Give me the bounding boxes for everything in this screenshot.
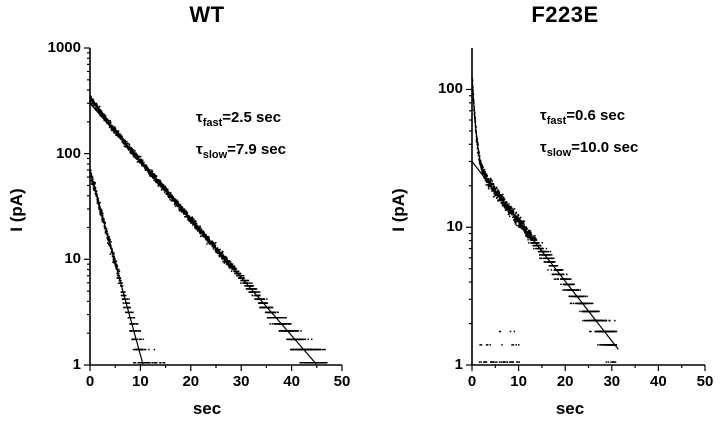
- y-tick-label: 100: [55, 144, 81, 162]
- x-tick-label: 20: [182, 373, 200, 390]
- chart-title-f223e: F223E: [531, 2, 599, 27]
- x-tick-label: 30: [232, 373, 250, 390]
- y-tick-label: 1000: [47, 39, 81, 56]
- y-tick-label: 10: [446, 218, 463, 236]
- tau-slow-annotation-wt: τslow=7.9 sec: [196, 141, 286, 161]
- x-axis-label-f223e: sec: [555, 399, 585, 418]
- tau-subscript: fast: [546, 115, 567, 127]
- chart-title-wt: WT: [189, 2, 225, 27]
- tau-subscript: fast: [202, 117, 223, 129]
- x-tick-label: 40: [650, 373, 667, 390]
- x-tick-label: 20: [556, 373, 574, 390]
- tau-symbol: τ: [196, 109, 203, 126]
- tau-value: =2.5 sec: [222, 109, 282, 126]
- tau-subscript: slow: [546, 147, 572, 159]
- x-axis-label-wt: sec: [192, 399, 222, 418]
- tau-symbol: τ: [196, 141, 203, 158]
- tau-value: =10.0 sec: [571, 139, 639, 156]
- x-tick-label: 30: [603, 373, 621, 390]
- y-tick-label: 10: [64, 250, 81, 268]
- tau-value: =0.6 sec: [566, 107, 626, 124]
- y-axis-label-wt: I (pA): [7, 188, 26, 232]
- y-axis-label-f223e: I (pA): [389, 188, 408, 232]
- x-tick-label: 0: [85, 373, 95, 390]
- y-tick-label: 100: [437, 80, 463, 98]
- x-tick-label: 10: [510, 373, 527, 390]
- tau-value: =7.9 sec: [227, 141, 286, 158]
- x-tick-label: 40: [283, 373, 300, 390]
- x-tick-label: 10: [132, 373, 149, 390]
- y-tick-label: 1: [72, 356, 81, 373]
- tau-fast-annotation-wt: τfast=2.5 sec: [196, 109, 281, 129]
- y-tick-label: 1: [454, 356, 463, 373]
- tau-subscript: slow: [202, 149, 228, 161]
- tau-symbol: τ: [540, 107, 547, 124]
- x-tick-label: 50: [696, 373, 714, 390]
- tau-slow-annotation-f223e: τslow=10.0 sec: [540, 139, 638, 159]
- x-tick-label: 50: [333, 373, 351, 390]
- tau-fast-annotation-f223e: τfast=0.6 sec: [540, 107, 625, 127]
- tau-symbol: τ: [540, 139, 547, 156]
- x-tick-label: 0: [467, 373, 477, 390]
